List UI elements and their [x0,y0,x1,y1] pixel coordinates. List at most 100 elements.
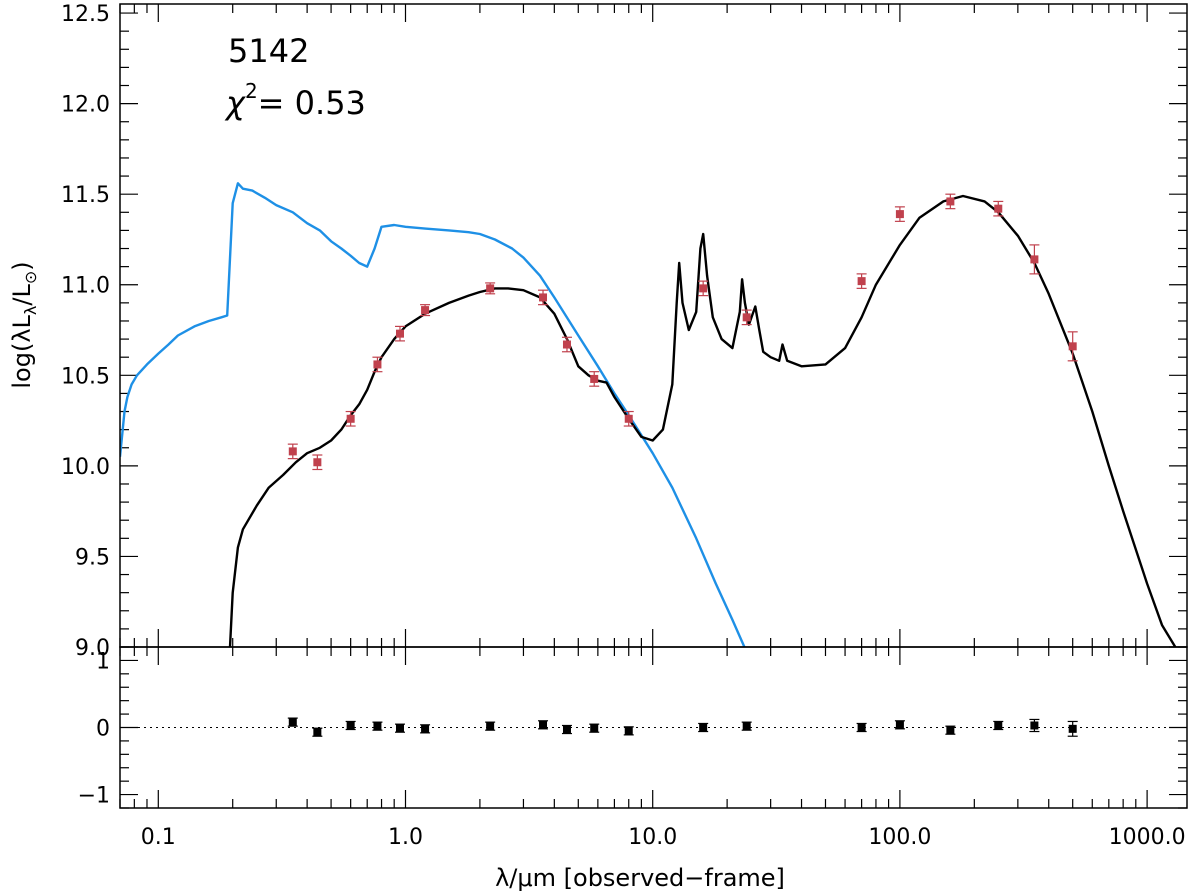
y-tick-label: 10.5 [61,364,110,389]
residual-point [538,720,549,730]
residual-point [287,717,298,727]
data-marker [395,329,404,338]
y-tick-label: −1 [78,784,110,809]
residual-marker [486,722,495,731]
data-marker [421,306,430,315]
data-marker [562,340,571,349]
residual-marker [742,722,751,731]
residual-point [856,722,867,733]
residual-point [741,721,752,731]
data-marker [486,284,495,293]
photometry-point [945,193,956,210]
photometry-point [741,309,752,326]
photometry-point [856,273,867,289]
photometry-point [312,454,323,471]
y-tick-label: 10.0 [61,455,110,480]
top-panel-ticks [119,4,1187,648]
residual-marker [1030,721,1039,730]
data-marker [539,293,548,302]
residual-point [345,720,356,731]
sed-panel: 9.0 9.5 10.0 10.5 11.0 11.5 12.0 12.5 [61,2,1188,661]
data-marker [946,197,955,206]
chi-squared-value: 0.53 [295,84,366,122]
residual-point [945,725,956,735]
y-tick-label: 9.5 [75,545,110,570]
data-marker [895,210,904,219]
residual-point [420,724,431,734]
photometry-point [485,282,496,295]
y-tick-label: 0 [96,717,110,742]
residual-point [993,720,1004,731]
photometry-point [538,289,549,306]
residual-point [394,723,405,733]
photometry-point [345,410,356,427]
model-curves [120,182,1177,647]
residual-marker [946,726,955,735]
x-tick-label: 10.0 [628,825,677,850]
photometry-point [589,371,600,387]
observed-photometry [287,193,1078,471]
residual-panel-y-tick-labels: −1 0 1 [78,649,110,808]
data-marker [590,374,599,383]
residual-marker [994,721,1003,730]
residual-point [561,724,572,735]
data-marker [313,458,322,467]
x-tick-label: 1000.0 [1109,825,1186,850]
data-marker [288,447,297,456]
residual-panel: −1 0 1 [78,646,1188,809]
data-marker [346,414,355,423]
y-tick-label: 1 [96,649,110,674]
residual-marker [857,723,866,732]
photometry-point [1029,244,1040,275]
residual-point [623,726,634,736]
unattenuated_model-curve [120,182,746,647]
top-panel-y-tick-labels: 9.0 9.5 10.0 10.5 11.0 11.5 12.0 12.5 [61,2,110,661]
residual-marker [313,728,322,737]
data-marker [624,414,633,423]
residual-points [287,717,1078,737]
x-tick-label: 0.1 [141,825,176,850]
svg-text:χ2= 0.53: χ2= 0.53 [224,79,366,122]
residual-point [589,723,600,733]
data-marker [1068,342,1077,351]
y-tick-label: 12.5 [61,2,110,27]
data-marker [742,313,751,322]
residual-marker [395,724,404,733]
chi-squared-label: χ2= 0.53 [224,79,366,122]
residual-point [485,721,496,731]
photometry-point [623,410,634,427]
residual-marker [373,722,382,731]
photometry-point [420,304,431,317]
data-marker [994,204,1003,213]
residual-marker [624,726,633,735]
photometry-point [698,280,709,297]
photometry-point [561,336,572,353]
data-marker [1030,255,1039,264]
photometry-point [372,356,383,373]
svg-text:log(λLλ/L⊙): log(λLλ/L⊙) [8,261,40,388]
photometry-point [1067,331,1078,362]
photometry-point [394,325,405,342]
photometry-point [993,200,1004,217]
data-marker [857,277,866,286]
residual-marker [590,724,599,733]
residual-marker [562,725,571,734]
residual-marker [699,723,708,732]
photometry-point [894,206,905,222]
residual-panel-frame [119,646,1188,809]
y-tick-label: 11.5 [61,183,110,208]
residual-marker [288,718,297,727]
data-marker [373,360,382,369]
photometry-point [287,443,298,460]
residual-marker [1068,724,1077,733]
x-tick-labels: 0.1 1.0 10.0 100.0 1000.0 [141,825,1186,850]
residual-point [894,720,905,730]
y-axis-title: log(λLλ/L⊙) [8,261,40,388]
x-tick-label: 1.0 [388,825,423,850]
residual-marker [346,721,355,730]
residual-marker [539,720,548,729]
best_fit_model-curve [228,194,1177,647]
y-tick-label: 12.0 [61,93,110,118]
residual-point [698,722,709,733]
